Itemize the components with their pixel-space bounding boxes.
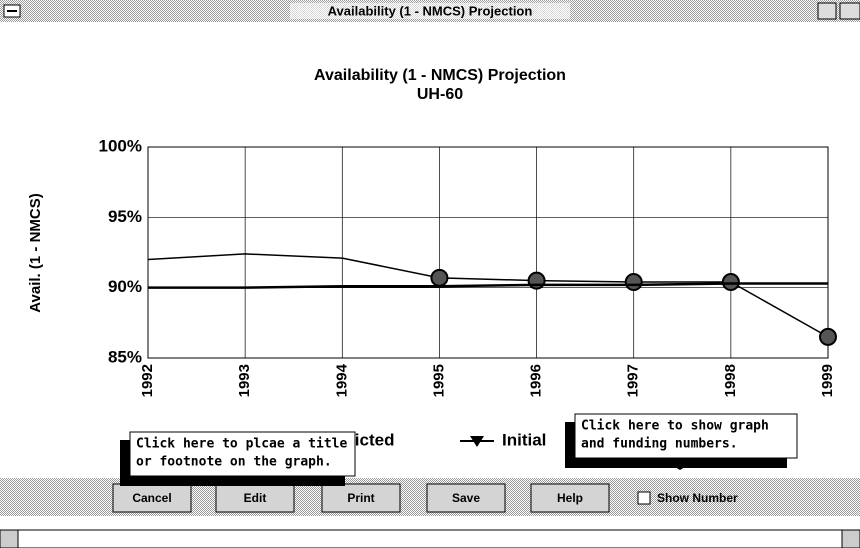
button-label: Edit (244, 491, 267, 505)
chart-title: Availability (1 - NMCS) Projection (314, 67, 566, 84)
y-tick-label: 100% (99, 136, 142, 155)
title-backdrop (290, 3, 570, 19)
button[interactable] (530, 483, 610, 513)
legend-label: Initial (502, 430, 546, 449)
y-tick-label: 95% (108, 207, 142, 226)
x-tick-label: 1992 (139, 364, 156, 397)
tooltip (129, 431, 356, 477)
y-axis-label: Avail. (1 - NMCS) (27, 193, 44, 312)
scroll-left[interactable] (0, 529, 19, 548)
button[interactable] (112, 483, 192, 513)
tooltip-text: or footnote on the graph. (136, 455, 332, 470)
tooltip (574, 413, 798, 459)
button-label: Help (557, 491, 583, 505)
data-point (624, 273, 643, 292)
x-tick-label: 1993 (236, 364, 253, 397)
x-tick-label: 1996 (528, 364, 545, 397)
series-line (148, 282, 828, 289)
data-point (430, 268, 449, 287)
tooltips: Click here to plcae a title or footnote o… (120, 413, 798, 486)
window-title: Availability (1 - NMCS) Projection (328, 3, 533, 18)
legend-marker (470, 436, 484, 447)
chart-subtitle: UH-60 (417, 86, 463, 103)
tooltip-arrow (660, 458, 700, 470)
scroll-right[interactable] (841, 529, 860, 548)
series-line (147, 253, 829, 338)
x-tick-label: 1998 (722, 364, 739, 397)
checkbox[interactable] (637, 491, 651, 505)
button-label: Print (347, 491, 374, 505)
tooltip-text: Click here to show graph (581, 419, 769, 434)
button-label: Save (452, 491, 480, 505)
x-tick-label: 1995 (430, 364, 447, 397)
minimize-button[interactable] (817, 2, 837, 20)
x-tick-label: 1994 (333, 363, 350, 397)
tooltip-text: and funding numbers. (581, 437, 738, 452)
plot: 85% 90% 95% 100% 1992 1993 1994 1995 1996 1997 199… (99, 136, 837, 397)
x-tick-label: 1999 (819, 364, 836, 397)
system-menu-icon (7, 10, 17, 12)
button-label: Cancel (132, 491, 171, 505)
button[interactable] (426, 483, 506, 513)
data-point (721, 273, 740, 292)
scrollbar[interactable] (0, 529, 860, 548)
button[interactable] (321, 483, 401, 513)
tooltip-text: Click here to plcae a title (136, 437, 347, 452)
data-point (819, 327, 837, 346)
checkbox-label: Show Number (657, 491, 738, 505)
y-tick-label: 90% (108, 277, 142, 296)
data-point (527, 271, 546, 290)
maximize-button[interactable] (839, 2, 860, 20)
buttons: Cancel Edit Print Save Help Show Number (112, 483, 738, 513)
x-tick-label: 1997 (625, 364, 642, 397)
button[interactable] (215, 483, 295, 513)
y-tick-label: 85% (108, 347, 142, 366)
